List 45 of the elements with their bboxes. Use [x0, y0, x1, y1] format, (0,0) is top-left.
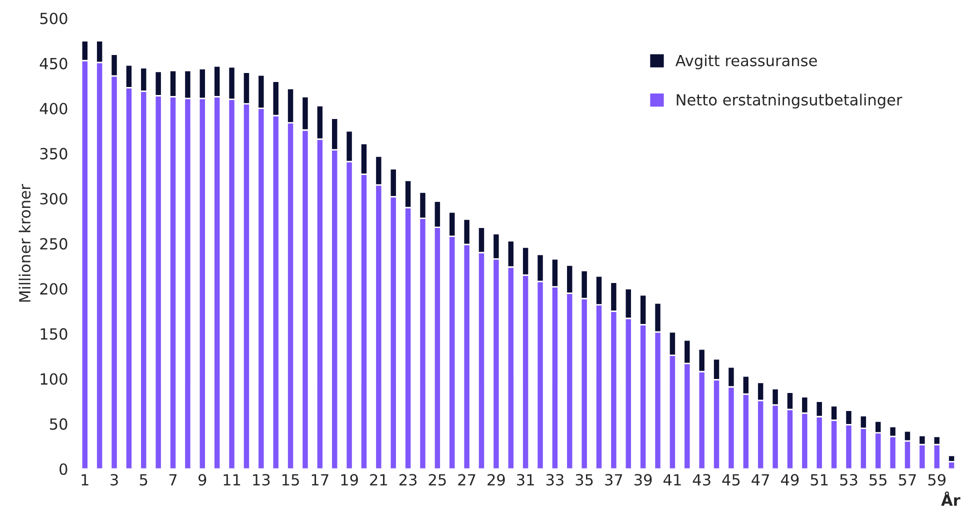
x-tick-label: 21: [370, 474, 387, 486]
x-tick-label: 37: [605, 474, 622, 486]
y-tick-label: 350: [40, 148, 68, 160]
legend-label: Avgitt reassuranse: [675, 54, 817, 70]
x-tick-label: 55: [870, 474, 886, 486]
y-tick-label: 0: [60, 463, 68, 475]
y-tick-label: 100: [40, 373, 68, 385]
x-axis-title: År: [941, 492, 960, 506]
y-tick-label: 200: [40, 283, 68, 295]
x-tick-label: 25: [428, 474, 446, 486]
y-axis-title: Millioner kroner: [18, 184, 31, 302]
legend-label: Netto erstatningsutbetalinger: [676, 94, 902, 109]
x-tick-label: 35: [576, 474, 593, 486]
x-tick-label: 5: [140, 474, 148, 486]
x-tick-label: 1: [82, 474, 88, 486]
y-tick-label: 150: [40, 328, 68, 340]
y-tick-label: 50: [50, 418, 68, 430]
x-tick-label: 19: [341, 474, 358, 486]
x-tick-label: 49: [781, 474, 799, 486]
x-tick-label: 53: [840, 474, 858, 486]
y-tick-label: 400: [40, 102, 68, 114]
x-tick-label: 41: [663, 474, 681, 486]
x-tick-label: 47: [752, 474, 770, 486]
x-tick-label: 15: [282, 474, 299, 486]
x-tick-label: 43: [692, 474, 710, 486]
x-tick-label: 31: [517, 474, 534, 486]
x-tick-label: 39: [634, 474, 652, 486]
x-tick-label: 9: [198, 474, 206, 486]
y-tick-label: 450: [40, 58, 68, 70]
x-tick-label: 51: [810, 474, 828, 486]
x-tick-label: 57: [898, 474, 916, 486]
x-tick-label: 17: [312, 474, 328, 486]
x-tick-label: 59: [928, 474, 946, 486]
y-tick-label: 300: [40, 192, 68, 205]
x-tick-label: 23: [399, 474, 417, 486]
x-tick-label: 27: [458, 474, 476, 486]
x-tick-label: 33: [546, 474, 564, 486]
x-tick-label: 13: [253, 474, 270, 486]
x-tick-label: 45: [722, 474, 740, 486]
y-tick-label: 250: [40, 238, 68, 250]
x-tick-label: 3: [110, 474, 118, 486]
y-tick-label: 500: [40, 12, 68, 24]
x-tick-label: 29: [488, 474, 505, 486]
x-tick-label: 11: [224, 474, 240, 486]
x-tick-label: 7: [169, 474, 177, 486]
